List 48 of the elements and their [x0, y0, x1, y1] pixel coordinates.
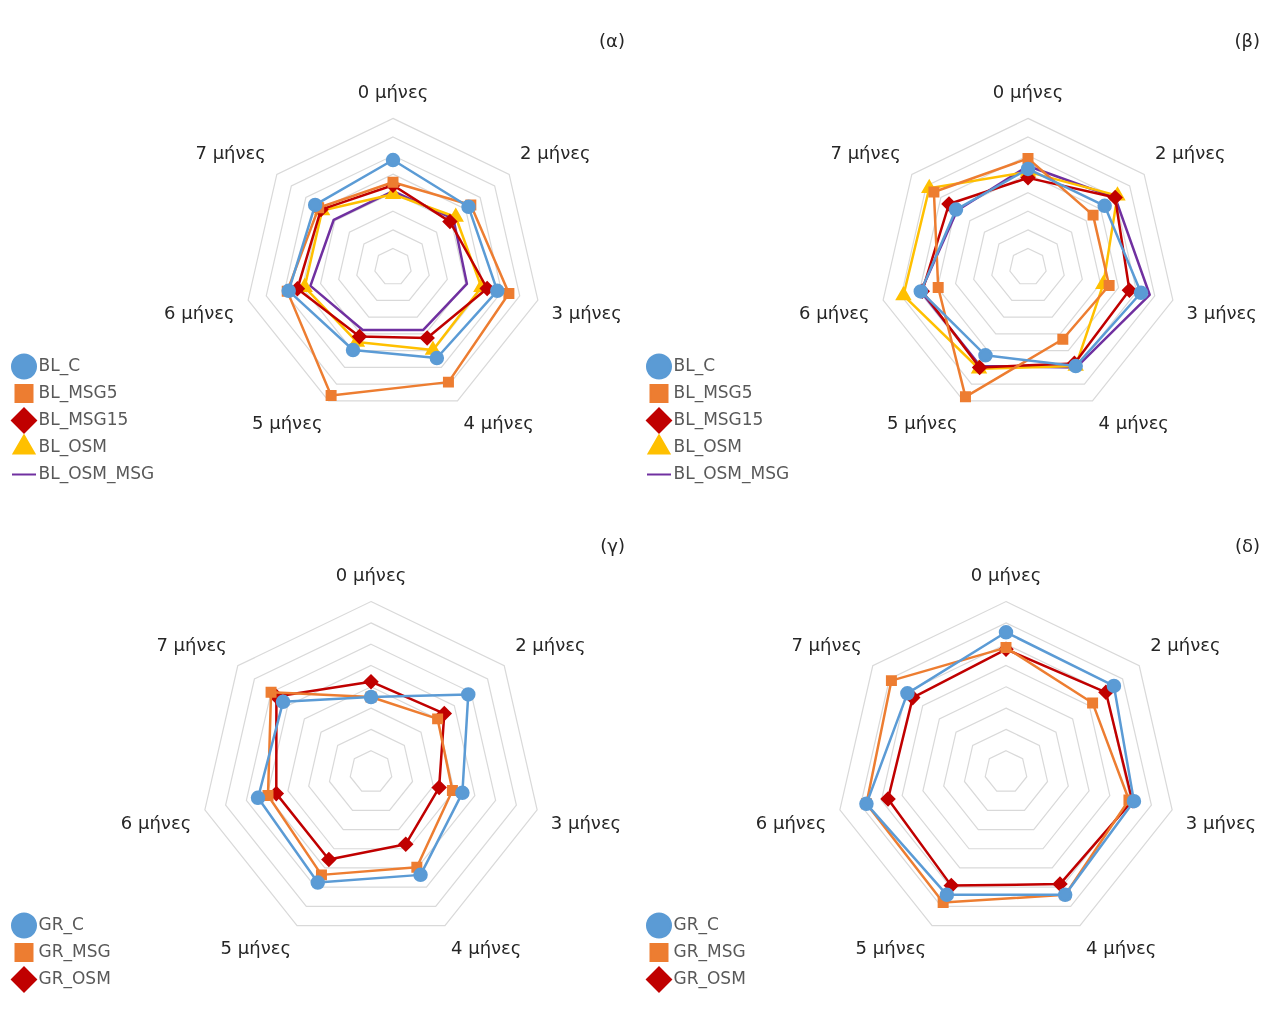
chart-title: (β)	[1234, 30, 1260, 51]
legend-label: BL_C	[673, 354, 716, 376]
spoke-label: 5 μήνες	[855, 936, 926, 958]
spoke-label: 5 μήνες	[252, 411, 323, 433]
chart-title: (δ)	[1234, 535, 1260, 556]
spoke-label: 0 μήνες	[970, 564, 1042, 586]
spoke-label: 0 μήνες	[335, 564, 407, 586]
spoke-label: 6 μήνες	[164, 301, 235, 323]
spoke-label: 6 μήνες	[799, 301, 870, 323]
legend-label: GR_OSM	[38, 967, 111, 989]
spoke-label: 4 μήνες	[463, 411, 534, 433]
spoke-label: 3 μήνες	[551, 301, 622, 323]
legend-label: BL_C	[38, 354, 81, 376]
legend-label: BL_OSM_MSG	[38, 462, 155, 484]
spoke-label: 2 μήνες	[1155, 142, 1226, 164]
legend-label: BL_OSM_MSG	[673, 462, 790, 484]
legend-label: GR_C	[38, 913, 84, 935]
chart-title: (α)	[599, 30, 625, 51]
legend-label: BL_MSG15	[38, 408, 129, 430]
spoke-label: 2 μήνες	[520, 142, 591, 164]
spoke-label: 3 μήνες	[1186, 301, 1257, 323]
spoke-label: 0 μήνες	[992, 81, 1064, 103]
legend-label: BL_OSM	[673, 435, 742, 457]
spoke-label: 5 μήνες	[887, 411, 958, 433]
spoke-label: 2 μήνες	[1150, 633, 1221, 655]
spoke-label: 3 μήνες	[550, 811, 622, 833]
legend-label: GR_C	[673, 913, 719, 935]
legend-label: BL_OSM	[38, 435, 107, 457]
spoke-label: 3 μήνες	[1185, 811, 1257, 833]
spoke-label: 5 μήνες	[220, 936, 291, 958]
spoke-label: 7 μήνες	[195, 142, 266, 164]
legend-label: GR_OSM	[673, 967, 746, 989]
legend-label: GR_MSG	[673, 940, 746, 962]
legend-label: BL_MSG15	[673, 408, 764, 430]
spoke-label: 7 μήνες	[830, 142, 901, 164]
chart-title: (γ)	[600, 535, 625, 556]
legend-label: BL_MSG5	[38, 381, 118, 403]
spoke-label: 4 μήνες	[1086, 936, 1157, 958]
legend-label: GR_MSG	[38, 940, 111, 962]
spoke-label: 7 μήνες	[791, 633, 862, 655]
spoke-label: 4 μήνες	[451, 936, 522, 958]
spoke-label: 6 μήνες	[120, 811, 192, 833]
spoke-label: 2 μήνες	[515, 633, 586, 655]
spoke-label: 6 μήνες	[755, 811, 827, 833]
spoke-label: 4 μήνες	[1098, 411, 1169, 433]
spoke-label: 0 μήνες	[357, 81, 429, 103]
spoke-label: 7 μήνες	[156, 633, 227, 655]
legend-label: BL_MSG5	[673, 381, 753, 403]
